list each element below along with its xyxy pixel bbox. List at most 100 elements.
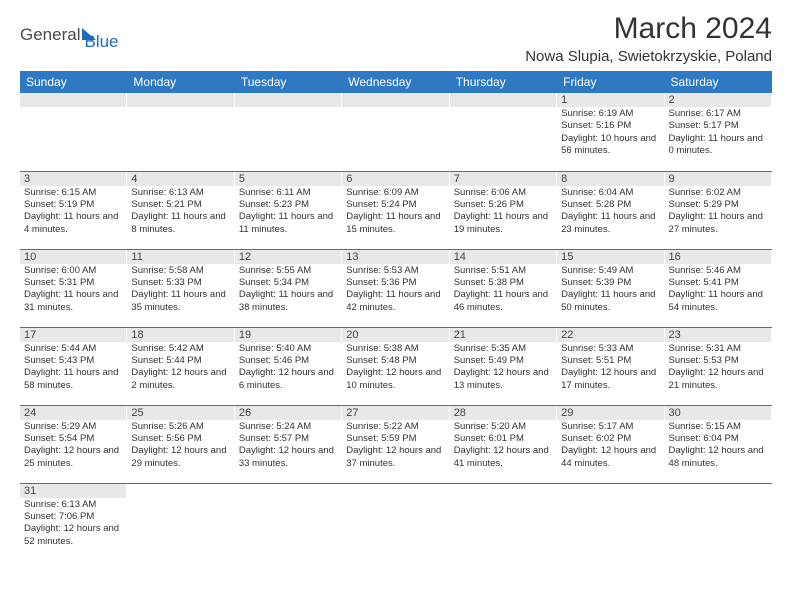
sunrise-text: Sunrise: 5:46 AM	[669, 265, 768, 277]
calendar-cell	[235, 483, 342, 561]
calendar-body: 1Sunrise: 6:19 AMSunset: 5:16 PMDaylight…	[20, 93, 772, 561]
day-number-empty	[127, 484, 234, 498]
weekday-header-row: Sunday Monday Tuesday Wednesday Thursday…	[20, 71, 772, 93]
daylight-text: Daylight: 11 hours and 46 minutes.	[454, 289, 553, 314]
sunset-text: Sunset: 5:44 PM	[131, 355, 230, 367]
calendar-cell: 24Sunrise: 5:29 AMSunset: 5:54 PMDayligh…	[20, 405, 127, 483]
sunset-text: Sunset: 5:28 PM	[561, 199, 660, 211]
day-number-empty	[342, 484, 449, 498]
day-number-empty	[235, 93, 342, 107]
calendar-cell	[342, 93, 449, 171]
sunset-text: Sunset: 7:06 PM	[24, 511, 123, 523]
daylight-text: Daylight: 11 hours and 4 minutes.	[24, 211, 123, 236]
sunset-text: Sunset: 5:51 PM	[561, 355, 660, 367]
day-number: 10	[20, 250, 127, 264]
weekday-header: Thursday	[450, 71, 557, 93]
day-number: 11	[127, 250, 234, 264]
calendar-cell: 31Sunrise: 6:13 AMSunset: 7:06 PMDayligh…	[20, 483, 127, 561]
sunset-text: Sunset: 5:16 PM	[561, 120, 660, 132]
day-details: Sunrise: 5:38 AMSunset: 5:48 PMDaylight:…	[342, 342, 449, 394]
weekday-header: Monday	[127, 71, 234, 93]
daylight-text: Daylight: 12 hours and 41 minutes.	[454, 445, 553, 470]
daylight-text: Daylight: 11 hours and 27 minutes.	[669, 211, 768, 236]
sunset-text: Sunset: 5:53 PM	[669, 355, 768, 367]
day-number: 2	[665, 93, 772, 107]
calendar-cell: 11Sunrise: 5:58 AMSunset: 5:33 PMDayligh…	[127, 249, 234, 327]
calendar-cell	[127, 93, 234, 171]
calendar-cell: 16Sunrise: 5:46 AMSunset: 5:41 PMDayligh…	[665, 249, 772, 327]
day-details: Sunrise: 6:04 AMSunset: 5:28 PMDaylight:…	[557, 186, 664, 238]
calendar-cell: 9Sunrise: 6:02 AMSunset: 5:29 PMDaylight…	[665, 171, 772, 249]
sunset-text: Sunset: 5:41 PM	[669, 277, 768, 289]
calendar-cell: 30Sunrise: 5:15 AMSunset: 6:04 PMDayligh…	[665, 405, 772, 483]
sunrise-text: Sunrise: 5:26 AM	[131, 421, 230, 433]
sunset-text: Sunset: 5:46 PM	[239, 355, 338, 367]
daylight-text: Daylight: 11 hours and 31 minutes.	[24, 289, 123, 314]
calendar-cell	[557, 483, 664, 561]
day-details: Sunrise: 5:42 AMSunset: 5:44 PMDaylight:…	[127, 342, 234, 394]
day-details: Sunrise: 5:17 AMSunset: 6:02 PMDaylight:…	[557, 420, 664, 472]
sunset-text: Sunset: 5:43 PM	[24, 355, 123, 367]
sunrise-text: Sunrise: 5:33 AM	[561, 343, 660, 355]
day-number: 3	[20, 172, 127, 186]
calendar-cell: 15Sunrise: 5:49 AMSunset: 5:39 PMDayligh…	[557, 249, 664, 327]
day-details: Sunrise: 5:55 AMSunset: 5:34 PMDaylight:…	[235, 264, 342, 316]
day-details: Sunrise: 6:15 AMSunset: 5:19 PMDaylight:…	[20, 186, 127, 238]
daylight-text: Daylight: 12 hours and 37 minutes.	[346, 445, 445, 470]
calendar-cell: 14Sunrise: 5:51 AMSunset: 5:38 PMDayligh…	[450, 249, 557, 327]
day-details: Sunrise: 5:53 AMSunset: 5:36 PMDaylight:…	[342, 264, 449, 316]
sunrise-text: Sunrise: 5:42 AM	[131, 343, 230, 355]
calendar-week-row: 10Sunrise: 6:00 AMSunset: 5:31 PMDayligh…	[20, 249, 772, 327]
day-number: 16	[665, 250, 772, 264]
day-details: Sunrise: 6:17 AMSunset: 5:17 PMDaylight:…	[665, 107, 772, 159]
day-details: Sunrise: 6:13 AMSunset: 5:21 PMDaylight:…	[127, 186, 234, 238]
sunrise-text: Sunrise: 6:11 AM	[239, 187, 338, 199]
day-number: 27	[342, 406, 449, 420]
day-number: 30	[665, 406, 772, 420]
header: General Blue March 2024 Nowa Slupia, Swi…	[20, 12, 772, 65]
calendar-cell: 6Sunrise: 6:09 AMSunset: 5:24 PMDaylight…	[342, 171, 449, 249]
sunrise-text: Sunrise: 5:44 AM	[24, 343, 123, 355]
daylight-text: Daylight: 12 hours and 10 minutes.	[346, 367, 445, 392]
daylight-text: Daylight: 12 hours and 13 minutes.	[454, 367, 553, 392]
day-details: Sunrise: 5:31 AMSunset: 5:53 PMDaylight:…	[665, 342, 772, 394]
sunset-text: Sunset: 5:34 PM	[239, 277, 338, 289]
daylight-text: Daylight: 12 hours and 17 minutes.	[561, 367, 660, 392]
daylight-text: Daylight: 11 hours and 58 minutes.	[24, 367, 123, 392]
sunrise-text: Sunrise: 6:02 AM	[669, 187, 768, 199]
sunrise-text: Sunrise: 6:06 AM	[454, 187, 553, 199]
sunset-text: Sunset: 5:31 PM	[24, 277, 123, 289]
day-details: Sunrise: 5:22 AMSunset: 5:59 PMDaylight:…	[342, 420, 449, 472]
calendar-cell	[450, 483, 557, 561]
calendar-cell: 1Sunrise: 6:19 AMSunset: 5:16 PMDaylight…	[557, 93, 664, 171]
sunset-text: Sunset: 5:36 PM	[346, 277, 445, 289]
calendar-cell: 8Sunrise: 6:04 AMSunset: 5:28 PMDaylight…	[557, 171, 664, 249]
day-details: Sunrise: 6:06 AMSunset: 5:26 PMDaylight:…	[450, 186, 557, 238]
day-details: Sunrise: 5:40 AMSunset: 5:46 PMDaylight:…	[235, 342, 342, 394]
calendar-cell: 28Sunrise: 5:20 AMSunset: 6:01 PMDayligh…	[450, 405, 557, 483]
sunset-text: Sunset: 5:59 PM	[346, 433, 445, 445]
day-details: Sunrise: 5:20 AMSunset: 6:01 PMDaylight:…	[450, 420, 557, 472]
sunset-text: Sunset: 5:57 PM	[239, 433, 338, 445]
day-number-empty	[20, 93, 127, 107]
calendar-week-row: 17Sunrise: 5:44 AMSunset: 5:43 PMDayligh…	[20, 327, 772, 405]
calendar-cell: 19Sunrise: 5:40 AMSunset: 5:46 PMDayligh…	[235, 327, 342, 405]
sunset-text: Sunset: 5:19 PM	[24, 199, 123, 211]
daylight-text: Daylight: 10 hours and 56 minutes.	[561, 133, 660, 158]
sunset-text: Sunset: 5:17 PM	[669, 120, 768, 132]
daylight-text: Daylight: 11 hours and 38 minutes.	[239, 289, 338, 314]
day-number: 6	[342, 172, 449, 186]
daylight-text: Daylight: 12 hours and 44 minutes.	[561, 445, 660, 470]
day-details: Sunrise: 6:11 AMSunset: 5:23 PMDaylight:…	[235, 186, 342, 238]
daylight-text: Daylight: 11 hours and 15 minutes.	[346, 211, 445, 236]
sunset-text: Sunset: 5:48 PM	[346, 355, 445, 367]
day-number: 20	[342, 328, 449, 342]
sunrise-text: Sunrise: 5:22 AM	[346, 421, 445, 433]
day-number: 26	[235, 406, 342, 420]
calendar-cell: 3Sunrise: 6:15 AMSunset: 5:19 PMDaylight…	[20, 171, 127, 249]
sunset-text: Sunset: 5:26 PM	[454, 199, 553, 211]
logo-text-general: General	[20, 25, 80, 45]
month-title: March 2024	[525, 12, 772, 46]
daylight-text: Daylight: 11 hours and 35 minutes.	[131, 289, 230, 314]
sunrise-text: Sunrise: 5:29 AM	[24, 421, 123, 433]
